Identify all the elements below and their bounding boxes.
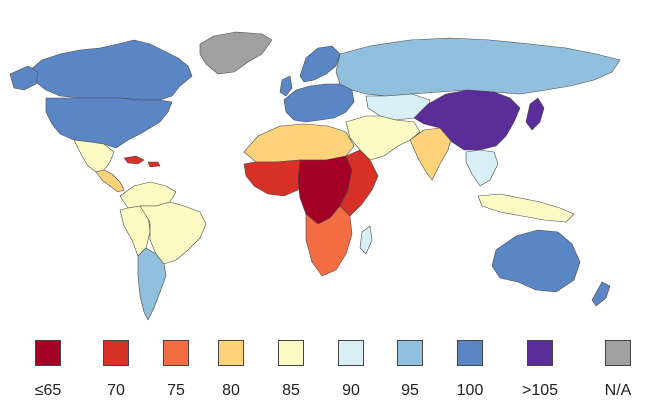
- region-russia: [335, 37, 621, 97]
- region-caribbean: [123, 155, 145, 165]
- legend-label: ≤65: [34, 382, 62, 399]
- region-china: [413, 89, 521, 151]
- region-scandinavia: [299, 45, 341, 83]
- legend-swatch: [397, 340, 423, 366]
- legend-swatch: [527, 340, 553, 366]
- region-madagascar: [359, 225, 373, 255]
- region-caribbean-2: [147, 161, 161, 168]
- region-southern-africa: [305, 205, 353, 277]
- legend-label: 95: [401, 382, 419, 399]
- legend-label: N/A: [604, 382, 632, 399]
- legend-swatch: [35, 340, 61, 366]
- region-argentina-chile: [137, 247, 167, 321]
- region-east-africa: [339, 149, 379, 217]
- legend-label: 100: [456, 382, 484, 399]
- world-map: [9, 31, 621, 321]
- legend-swatch: [605, 340, 631, 366]
- legend-swatch: [278, 340, 304, 366]
- region-west-africa: [243, 159, 305, 197]
- region-india: [409, 127, 453, 181]
- region-new-zealand: [591, 281, 611, 307]
- legend-label: 70: [107, 382, 125, 399]
- region-mexico: [73, 139, 115, 173]
- legend: ≤65 70 75 80 85 90 95 100 >105 N/A: [0, 336, 650, 406]
- region-uk: [279, 75, 293, 97]
- region-canada: [27, 39, 193, 101]
- region-greenland: [199, 31, 273, 75]
- region-north-africa: [243, 123, 355, 163]
- region-andes: [119, 205, 151, 257]
- legend-swatch: [457, 340, 483, 366]
- legend-swatch: [218, 340, 244, 366]
- legend-swatch: [163, 340, 189, 366]
- legend-label: 90: [342, 382, 360, 399]
- legend-swatch: [103, 340, 129, 366]
- legend-label: 80: [222, 382, 240, 399]
- legend-swatch: [338, 340, 364, 366]
- region-southeast-asia: [465, 149, 499, 187]
- region-alaska: [9, 65, 39, 91]
- region-usa: [45, 97, 173, 149]
- legend-label: >105: [521, 382, 559, 399]
- region-europe-west: [283, 83, 355, 123]
- region-indonesia: [477, 193, 575, 223]
- legend-label: 85: [282, 382, 300, 399]
- region-japan-korea: [525, 97, 545, 131]
- region-central-america: [95, 169, 125, 193]
- legend-label: 75: [167, 382, 185, 399]
- region-brazil: [139, 201, 207, 265]
- region-australia: [491, 229, 581, 293]
